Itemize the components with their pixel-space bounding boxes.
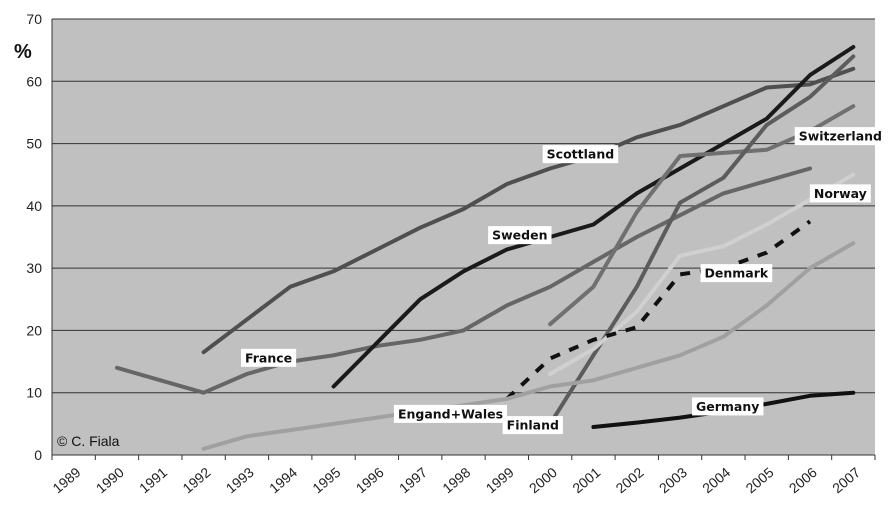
x-tick-label: 1998 [439, 464, 473, 496]
x-tick-label: 2000 [526, 464, 560, 496]
series-label-text: Finland [507, 418, 559, 433]
series-line-sweden [331, 45, 856, 389]
x-tick-label: 1991 [136, 464, 170, 496]
series-label: Finland [502, 416, 563, 435]
y-tick-label: 30 [26, 260, 42, 276]
y-axis: 0 10 20 30 40 50 60 70 [26, 11, 875, 463]
series-label: Sweden [488, 226, 552, 245]
x-tick-label: 2006 [786, 464, 820, 496]
y-tick-label: 70 [26, 11, 42, 27]
x-tick-label: 1989 [49, 464, 83, 496]
series-label-text: Sweden [492, 228, 547, 243]
series-label-box [700, 264, 773, 283]
series-label-text: Scottland [547, 147, 615, 162]
series-label-text: Denmark [705, 266, 769, 281]
series-label-box [241, 348, 297, 367]
x-tick-label: 2005 [742, 464, 776, 496]
y-tick-label: 40 [26, 198, 42, 214]
y-tick-label: 50 [26, 136, 42, 152]
x-tick-label: 1997 [396, 464, 430, 496]
y-tick-label: 10 [26, 385, 42, 401]
x-tick-label: 1995 [309, 464, 343, 496]
x-tick-label: 2004 [699, 464, 733, 496]
series-label: France [241, 348, 297, 367]
series-line-norway [548, 172, 856, 376]
x-tick-label: 1990 [93, 464, 127, 496]
x-tick-label: 1999 [483, 464, 517, 496]
y-tick-label: 60 [26, 73, 42, 89]
series-label: Germany [692, 397, 764, 416]
series-label-text: Switzerland [799, 129, 882, 144]
series-line-engand-wales [201, 241, 856, 451]
y-tick-label: 0 [34, 447, 42, 463]
series-label: Switzerland [794, 127, 886, 146]
series-label: Engand+Wales [393, 404, 508, 423]
series-label-box [794, 127, 886, 146]
x-axis: 1989 1990 1991 1992 1993 1994 1995 1996 1997 1998… [49, 455, 876, 496]
credit-text: © C. Fiala [57, 433, 120, 449]
series-label-box [809, 184, 871, 203]
x-tick-label: 2003 [656, 464, 690, 496]
x-tick-label: 2001 [569, 464, 603, 496]
series-label-box [393, 404, 508, 423]
x-tick-label: 1994 [266, 464, 300, 496]
x-tick-label: 1996 [353, 464, 387, 496]
x-tick-label: 1992 [179, 464, 213, 496]
series-label-box [502, 416, 563, 435]
series-line-denmark [505, 219, 812, 401]
series-label-text: France [245, 350, 292, 365]
series-line-france [115, 166, 812, 395]
x-tick-label: 2007 [829, 464, 863, 496]
y-tick-label: 20 [26, 322, 42, 338]
x-tick-label: 2002 [613, 464, 647, 496]
series-label-box [488, 226, 552, 245]
series-label: Scottland [542, 145, 619, 164]
series-label-box [692, 397, 764, 416]
series-label-text: Norway [814, 186, 867, 201]
series-labels: Scottland Switzerland Norway Sweden Denmark F… [241, 127, 886, 435]
x-tick-label: 1993 [223, 464, 257, 496]
series-label: Norway [809, 184, 871, 203]
y-axis-unit: % [14, 41, 32, 63]
plot-area [52, 19, 875, 455]
series-label: Denmark [700, 264, 773, 283]
series-label-text: Engand+Wales [398, 406, 503, 421]
series-label-text: Germany [696, 399, 759, 414]
series-label-box [542, 145, 619, 164]
